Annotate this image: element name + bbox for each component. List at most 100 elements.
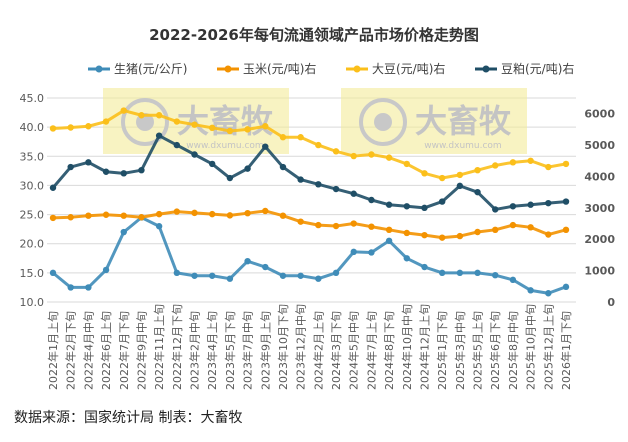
- data-point: [421, 263, 428, 271]
- data-point: [350, 248, 357, 256]
- data-point: [545, 290, 552, 297]
- x-tick-label: 2025年3月中旬: [453, 311, 467, 390]
- data-point: [509, 159, 517, 166]
- x-tick-label: 2024年5月中旬: [347, 311, 361, 390]
- data-point: [262, 143, 269, 150]
- data-point: [138, 112, 145, 119]
- data-point: [297, 176, 304, 183]
- data-point: [67, 284, 74, 291]
- legend-marker: [224, 65, 232, 73]
- data-point: [279, 272, 287, 279]
- legend: 生猪(元/公斤) 玉米(元/吨)右 大豆(元/吨)右 豆粕(元/吨)右: [88, 61, 574, 76]
- left-tick-label: 15.0: [20, 267, 45, 280]
- data-point: [545, 231, 552, 238]
- series-2: [49, 107, 570, 182]
- data-point: [191, 121, 198, 128]
- legend-marker: [95, 65, 103, 73]
- data-point: [385, 237, 393, 244]
- data-point: [49, 125, 57, 132]
- x-tick-label: 2023年4月上旬: [205, 311, 219, 390]
- data-point: [244, 258, 251, 265]
- x-axis-labels: 2022年1月上旬 2022年2月下旬 2022年4月中旬 2022年6月上旬 2022…: [46, 304, 573, 390]
- data-point: [332, 222, 340, 230]
- data-point: [155, 132, 163, 139]
- data-point: [297, 272, 304, 279]
- data-point: [403, 229, 410, 237]
- data-point: [209, 272, 216, 279]
- data-point: [456, 182, 464, 190]
- data-point: [226, 212, 234, 219]
- data-point: [173, 269, 181, 277]
- data-point: [527, 287, 534, 294]
- right-tick-label: 2000: [584, 233, 615, 246]
- legend-item: 生猪(元/公斤): [88, 62, 187, 76]
- data-point: [509, 221, 517, 229]
- data-point: [155, 112, 163, 119]
- data-point: [456, 269, 464, 277]
- watermark-url: www.dxumu.com: [186, 141, 263, 151]
- data-point: [492, 271, 499, 279]
- data-point: [403, 203, 410, 210]
- data-point: [191, 272, 198, 279]
- left-tick-label: 35.0: [20, 150, 45, 163]
- data-point: [562, 283, 570, 291]
- data-point: [209, 160, 216, 168]
- data-point: [456, 232, 464, 240]
- data-point: [262, 123, 269, 130]
- data-point: [173, 208, 181, 215]
- data-point: [350, 190, 357, 197]
- data-point: [368, 223, 375, 230]
- data-point: [67, 124, 74, 131]
- legend-label: 大豆(元/吨)右: [372, 61, 445, 76]
- chart-title: 2022-2026年每旬流通领域产品市场价格走势图: [149, 26, 479, 44]
- data-point: [562, 226, 570, 234]
- data-point: [49, 214, 57, 222]
- data-point: [385, 154, 393, 161]
- x-tick-label: 2022年7月下旬: [117, 311, 131, 390]
- right-tick-label: 1000: [584, 265, 615, 278]
- data-point: [209, 124, 216, 132]
- data-point: [209, 210, 216, 218]
- data-point: [474, 228, 481, 236]
- data-point: [385, 201, 393, 208]
- data-point: [438, 269, 446, 277]
- data-point: [226, 127, 234, 135]
- data-point: [315, 221, 322, 229]
- legend-label: 豆粕(元/吨)右: [501, 61, 574, 76]
- data-point: [368, 196, 375, 204]
- data-point: [527, 224, 534, 231]
- data-point: [421, 170, 428, 177]
- data-point: [102, 118, 110, 125]
- data-point: [138, 214, 145, 221]
- right-tick-label: 6000: [584, 108, 615, 121]
- left-axis: 10.0 15.0 20.0 25.0 30.0 35.0 40.0 45.0: [20, 92, 45, 309]
- data-point: [509, 276, 517, 284]
- x-tick-label: 2026年1月下旬: [559, 311, 573, 390]
- x-tick-label: 2022年12月下旬: [170, 304, 184, 390]
- data-point: [297, 218, 304, 225]
- data-point: [279, 212, 287, 219]
- data-point: [350, 152, 357, 160]
- x-tick-label: 2023年10月下旬: [276, 304, 290, 390]
- data-point: [421, 231, 428, 239]
- x-tick-label: 2022年9月中旬: [134, 311, 148, 390]
- data-point: [385, 226, 393, 234]
- data-point: [509, 203, 517, 210]
- left-tick-label: 40.0: [20, 121, 45, 134]
- data-point: [545, 163, 552, 171]
- data-point: [85, 159, 92, 166]
- series-0: [49, 214, 570, 297]
- watermark-eye-icon: [359, 98, 407, 146]
- x-tick-label: 2022年1月上旬: [46, 311, 60, 390]
- data-point: [315, 181, 322, 188]
- x-tick-label: 2023年7月中旬: [241, 311, 255, 390]
- watermark-brand: 大畜牧: [415, 102, 512, 140]
- data-point: [85, 123, 92, 130]
- left-tick-label: 20.0: [20, 238, 45, 251]
- data-point: [562, 160, 570, 168]
- x-tick-label: 2022年6月上旬: [99, 311, 113, 390]
- data-point: [527, 157, 534, 164]
- data-point: [421, 204, 428, 212]
